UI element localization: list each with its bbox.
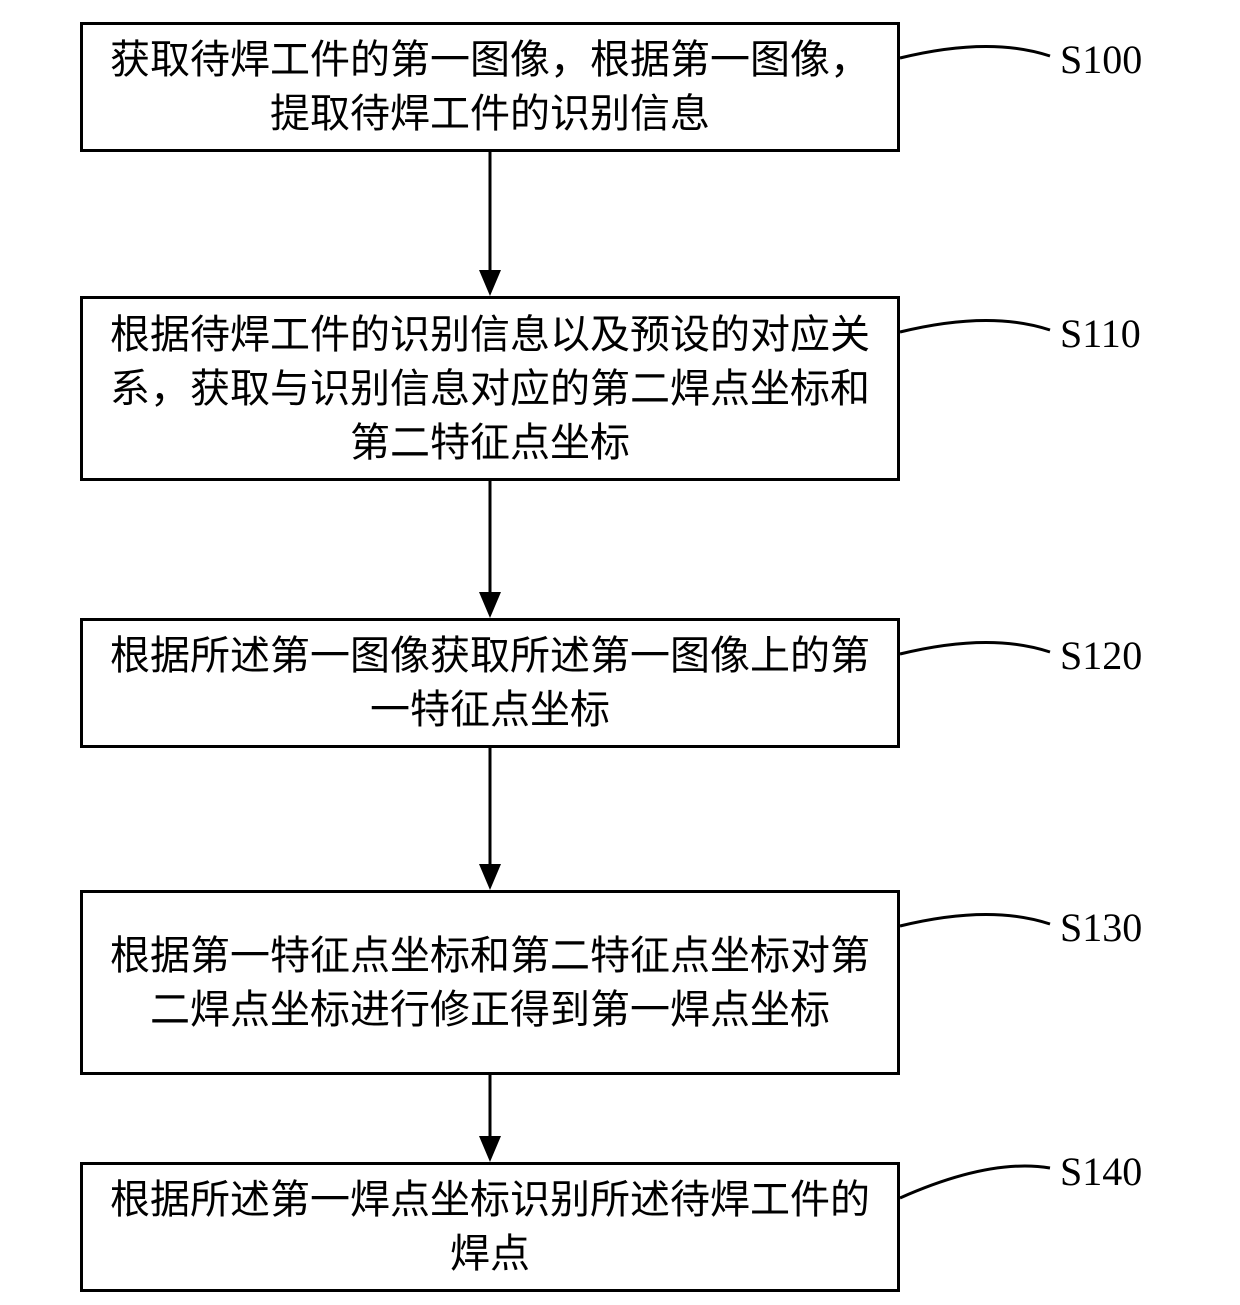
flowchart-canvas: 获取待焊工件的第一图像，根据第一图像，提取待焊工件的识别信息 S100 根据待焊工件… xyxy=(0,0,1240,1305)
flow-step-s130: 根据第一特征点坐标和第二特征点坐标对第二焊点坐标进行修正得到第一焊点坐标 xyxy=(80,890,900,1075)
flow-step-label-s110: S110 xyxy=(1060,310,1141,357)
flow-step-text: 获取待焊工件的第一图像，根据第一图像，提取待焊工件的识别信息 xyxy=(103,33,877,141)
flow-step-label-s130: S130 xyxy=(1060,904,1142,951)
flow-step-text: 根据所述第一焊点坐标识别所述待焊工件的焊点 xyxy=(103,1173,877,1281)
flow-step-s110: 根据待焊工件的识别信息以及预设的对应关系，获取与识别信息对应的第二焊点坐标和第二… xyxy=(80,296,900,481)
flow-step-s140: 根据所述第一焊点坐标识别所述待焊工件的焊点 xyxy=(80,1162,900,1292)
flow-step-s100: 获取待焊工件的第一图像，根据第一图像，提取待焊工件的识别信息 xyxy=(80,22,900,152)
flow-step-label-text: S120 xyxy=(1060,633,1142,678)
flow-step-label-s100: S100 xyxy=(1060,36,1142,83)
flow-step-label-text: S100 xyxy=(1060,37,1142,82)
flow-step-label-s120: S120 xyxy=(1060,632,1142,679)
flow-step-label-s140: S140 xyxy=(1060,1148,1142,1195)
flow-step-s120: 根据所述第一图像获取所述第一图像上的第一特征点坐标 xyxy=(80,618,900,748)
flow-step-text: 根据第一特征点坐标和第二特征点坐标对第二焊点坐标进行修正得到第一焊点坐标 xyxy=(103,929,877,1037)
flow-step-label-text: S110 xyxy=(1060,311,1141,356)
flow-step-label-text: S130 xyxy=(1060,905,1142,950)
flow-step-text: 根据所述第一图像获取所述第一图像上的第一特征点坐标 xyxy=(103,629,877,737)
flow-step-label-text: S140 xyxy=(1060,1149,1142,1194)
flow-step-text: 根据待焊工件的识别信息以及预设的对应关系，获取与识别信息对应的第二焊点坐标和第二… xyxy=(103,308,877,470)
